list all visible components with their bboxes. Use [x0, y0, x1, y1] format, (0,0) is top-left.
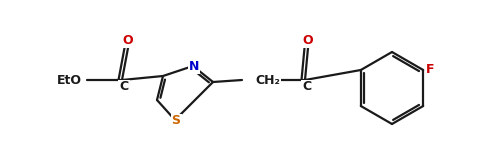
Text: EtO: EtO	[56, 73, 81, 87]
Text: CH₂: CH₂	[255, 73, 280, 87]
Text: O: O	[123, 33, 133, 46]
Text: S: S	[171, 114, 181, 127]
Text: C: C	[302, 81, 312, 94]
Text: O: O	[303, 33, 313, 46]
Text: N: N	[189, 60, 199, 73]
Text: F: F	[426, 63, 434, 76]
Text: C: C	[119, 81, 129, 94]
